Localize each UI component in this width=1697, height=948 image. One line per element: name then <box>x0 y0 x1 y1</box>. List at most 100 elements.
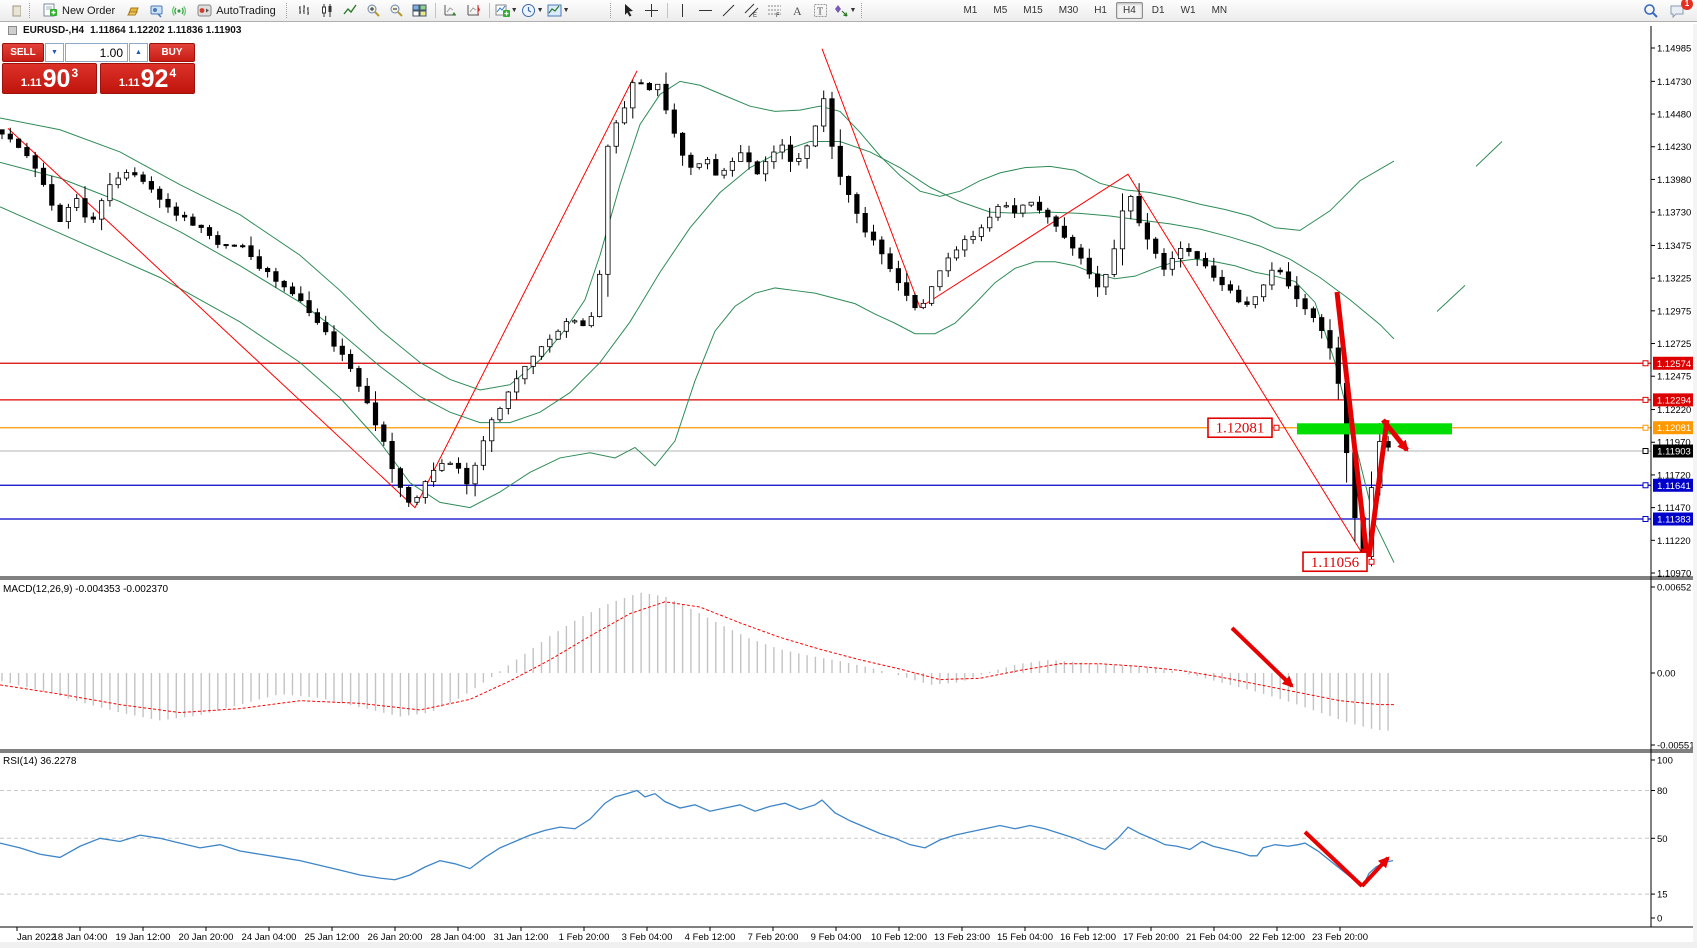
rsi-panel[interactable] <box>0 789 1651 895</box>
notifications-button[interactable]: 1 <box>1666 0 1693 21</box>
rsi-axis: 100 80 50 15 0 <box>1651 756 1673 925</box>
macd-panel[interactable] <box>0 592 1395 731</box>
svg-text:15: 15 <box>1657 890 1668 901</box>
candle <box>887 253 893 270</box>
volume-input[interactable]: 1.00 <box>65 43 128 62</box>
chart-shift-button[interactable] <box>463 1 485 21</box>
svg-text:1.11720: 1.11720 <box>1657 470 1691 481</box>
candle <box>953 249 960 259</box>
timeframe-m15-button[interactable]: M15 <box>1023 5 1043 16</box>
crosshair-button[interactable] <box>641 1 663 21</box>
svg-text:Jan 2022: Jan 2022 <box>17 932 56 943</box>
candle <box>115 177 121 186</box>
macd-axis: 0.00652 0.00 -0.005511 <box>1651 583 1697 752</box>
sell-button[interactable]: SELL <box>2 43 44 62</box>
channel-tool-button[interactable]: E <box>741 1 763 21</box>
volume-down-stepper[interactable]: ▼ <box>45 43 64 62</box>
candle <box>514 378 520 393</box>
svg-text:100: 100 <box>1657 756 1673 767</box>
axis-price-badge <box>1653 421 1695 435</box>
trendline-tool-button[interactable] <box>718 1 740 21</box>
main-price-panel[interactable] <box>0 48 1651 569</box>
price-callout[interactable]: 1.12081 <box>1207 417 1280 439</box>
svg-text:1.14230: 1.14230 <box>1657 142 1691 153</box>
tester-button[interactable] <box>145 1 167 21</box>
candle <box>754 161 760 175</box>
timeframe-m30-button[interactable]: M30 <box>1058 5 1079 16</box>
candle <box>704 159 711 165</box>
svg-text:1.12294: 1.12294 <box>1657 395 1691 406</box>
autotrading-button[interactable]: AutoTrading <box>191 1 282 21</box>
search-button[interactable] <box>1640 1 1662 21</box>
vline-tool-button[interactable] <box>672 1 694 21</box>
buy-price-display[interactable]: 1.11 92 4 <box>100 63 195 94</box>
tile-windows-icon <box>412 4 427 17</box>
axis-price-badge <box>1653 356 1695 370</box>
candle <box>0 129 5 135</box>
fibonacci-tool-button[interactable]: F <box>764 1 786 21</box>
timeframe-m1-button[interactable]: M1 <box>963 5 978 16</box>
new-order-button[interactable]: New Order <box>37 1 121 21</box>
timeframe-d1-button[interactable]: D1 <box>1151 5 1165 16</box>
signals-button[interactable] <box>168 1 190 21</box>
templates-button[interactable]: ▼ <box>546 1 571 21</box>
svg-text:15 Feb 04:00: 15 Feb 04:00 <box>997 932 1053 943</box>
price-callout[interactable]: 1.11056 <box>1302 551 1375 573</box>
candle <box>1302 298 1308 310</box>
candle <box>430 469 437 483</box>
zoom-in-button[interactable] <box>363 1 385 21</box>
tile-windows-button[interactable] <box>409 1 431 21</box>
text-label-tool-button[interactable]: T <box>810 1 832 21</box>
timeframe-m5-button[interactable]: M5 <box>993 5 1008 16</box>
svg-text:1.11383: 1.11383 <box>1657 514 1691 525</box>
svg-text:19 Jan 12:00: 19 Jan 12:00 <box>116 932 171 943</box>
candle <box>945 257 951 272</box>
timeframe-w1-button[interactable]: W1 <box>1180 5 1196 16</box>
text-label-icon: T <box>814 4 828 18</box>
candle <box>15 138 22 148</box>
candle <box>289 286 296 295</box>
indicators-button[interactable]: ▼ <box>494 1 519 21</box>
candle <box>82 198 88 218</box>
volume-up-stepper[interactable]: ▲ <box>129 43 148 62</box>
candle <box>663 83 669 111</box>
line-chart-button[interactable] <box>340 1 362 21</box>
periods-button[interactable]: ▼ <box>520 1 545 21</box>
timeframe-h4-button[interactable]: H4 <box>1115 2 1143 19</box>
gold-button[interactable] <box>122 1 144 21</box>
timeframe-mn-button[interactable]: MN <box>1211 5 1228 16</box>
clipped-edge-icon <box>3 1 25 21</box>
candle <box>1236 289 1242 303</box>
bollinger-band-tail <box>1436 284 1466 312</box>
svg-text:0.00: 0.00 <box>1657 669 1676 680</box>
candle <box>123 172 130 179</box>
candle <box>821 98 827 127</box>
text-tool-button[interactable]: A <box>787 1 809 21</box>
zoom-in-icon <box>367 4 380 17</box>
auto-scroll-button[interactable] <box>440 1 462 21</box>
candle <box>1111 248 1117 275</box>
candle <box>547 338 553 348</box>
highlight-zone-rect[interactable] <box>1297 423 1452 435</box>
candle <box>1186 248 1192 252</box>
svg-text:1.11970: 1.11970 <box>1657 438 1691 449</box>
zoom-out-button[interactable] <box>386 1 408 21</box>
cursor-button[interactable] <box>618 1 640 21</box>
candle <box>298 293 304 301</box>
candle <box>389 441 395 470</box>
bar-chart-button[interactable] <box>294 1 316 21</box>
candle <box>1053 216 1059 227</box>
sell-price-display[interactable]: 1.11 90 3 <box>2 63 97 94</box>
timeframe-h1-button[interactable]: H1 <box>1094 5 1107 16</box>
hline-tool-button[interactable] <box>695 1 717 21</box>
svg-text:20 Jan 20:00: 20 Jan 20:00 <box>179 932 234 943</box>
autotrading-icon <box>197 4 212 17</box>
shapes-tool-button[interactable]: ▼ <box>833 1 858 21</box>
candle-chart-button[interactable] <box>317 1 339 21</box>
candle <box>995 206 1001 218</box>
candle <box>1194 251 1200 259</box>
buy-button[interactable]: BUY <box>149 43 195 62</box>
